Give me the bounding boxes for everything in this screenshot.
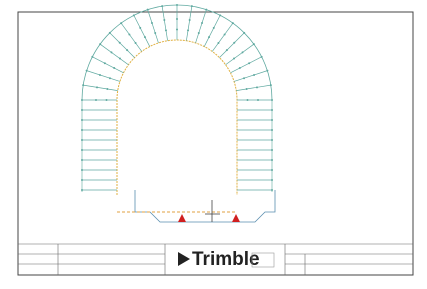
bolt-node xyxy=(233,58,235,60)
bolt-node xyxy=(266,70,268,72)
bolt-node xyxy=(232,22,234,24)
bolt-node xyxy=(189,19,191,21)
bolt-node xyxy=(198,32,200,34)
bolt-node xyxy=(95,99,97,101)
bolt-node xyxy=(91,56,93,58)
bolt-node xyxy=(253,43,255,45)
bolt-node xyxy=(133,14,135,16)
bolt-node xyxy=(126,49,128,51)
bolt-node xyxy=(82,84,84,86)
bolt-node xyxy=(135,42,137,44)
bolt-node xyxy=(256,86,258,88)
bolt-node xyxy=(109,77,111,79)
bolt-node xyxy=(217,42,219,44)
bolt-node xyxy=(243,32,245,34)
bolt-node xyxy=(119,58,121,60)
bolt-node xyxy=(110,51,112,53)
bolt-node xyxy=(99,74,101,76)
bolt-node xyxy=(154,32,156,34)
bolt-node xyxy=(242,51,244,53)
bolt-node xyxy=(113,67,115,69)
bolt-node xyxy=(109,32,111,34)
logo-text: Trimble xyxy=(192,249,260,270)
bolt-node xyxy=(120,22,122,24)
bolt-node xyxy=(119,42,121,44)
bolt-node xyxy=(106,99,108,101)
bolt-node xyxy=(219,14,221,16)
drawing-sheet: Trimble xyxy=(0,0,427,289)
bolt-node xyxy=(226,49,228,51)
bolt-node xyxy=(176,29,178,31)
bolt-node xyxy=(205,9,207,11)
bolt-node xyxy=(144,36,146,38)
bolt-node xyxy=(147,9,149,11)
bolt-node xyxy=(261,56,263,58)
bolt-node xyxy=(243,77,245,79)
background xyxy=(0,0,427,289)
bolt-node xyxy=(86,70,88,72)
bolt-node xyxy=(176,18,178,20)
bolt-node xyxy=(99,43,101,45)
bolt-node xyxy=(96,86,98,88)
bolt-node xyxy=(191,5,193,7)
bolt-node xyxy=(163,19,165,21)
bolt-node xyxy=(257,99,259,101)
bolt-node xyxy=(248,62,250,64)
bolt-node xyxy=(239,67,241,69)
bolt-node xyxy=(176,4,178,6)
bolt-node xyxy=(270,84,272,86)
bolt-node xyxy=(106,88,108,90)
bolt-node xyxy=(165,29,167,31)
bolt-node xyxy=(201,22,203,24)
bolt-node xyxy=(208,36,210,38)
bolt-node xyxy=(246,88,248,90)
bolt-node xyxy=(161,5,163,7)
bolt-node xyxy=(213,27,215,29)
bolt-node xyxy=(104,62,106,64)
bolt-node xyxy=(224,33,226,35)
bolt-node xyxy=(247,99,249,101)
bolt-node xyxy=(233,42,235,44)
bolt-node xyxy=(151,22,153,24)
bolt-node xyxy=(253,74,255,76)
bolt-node xyxy=(128,33,130,35)
bolt-node xyxy=(187,29,189,31)
bolt-node xyxy=(139,27,141,29)
